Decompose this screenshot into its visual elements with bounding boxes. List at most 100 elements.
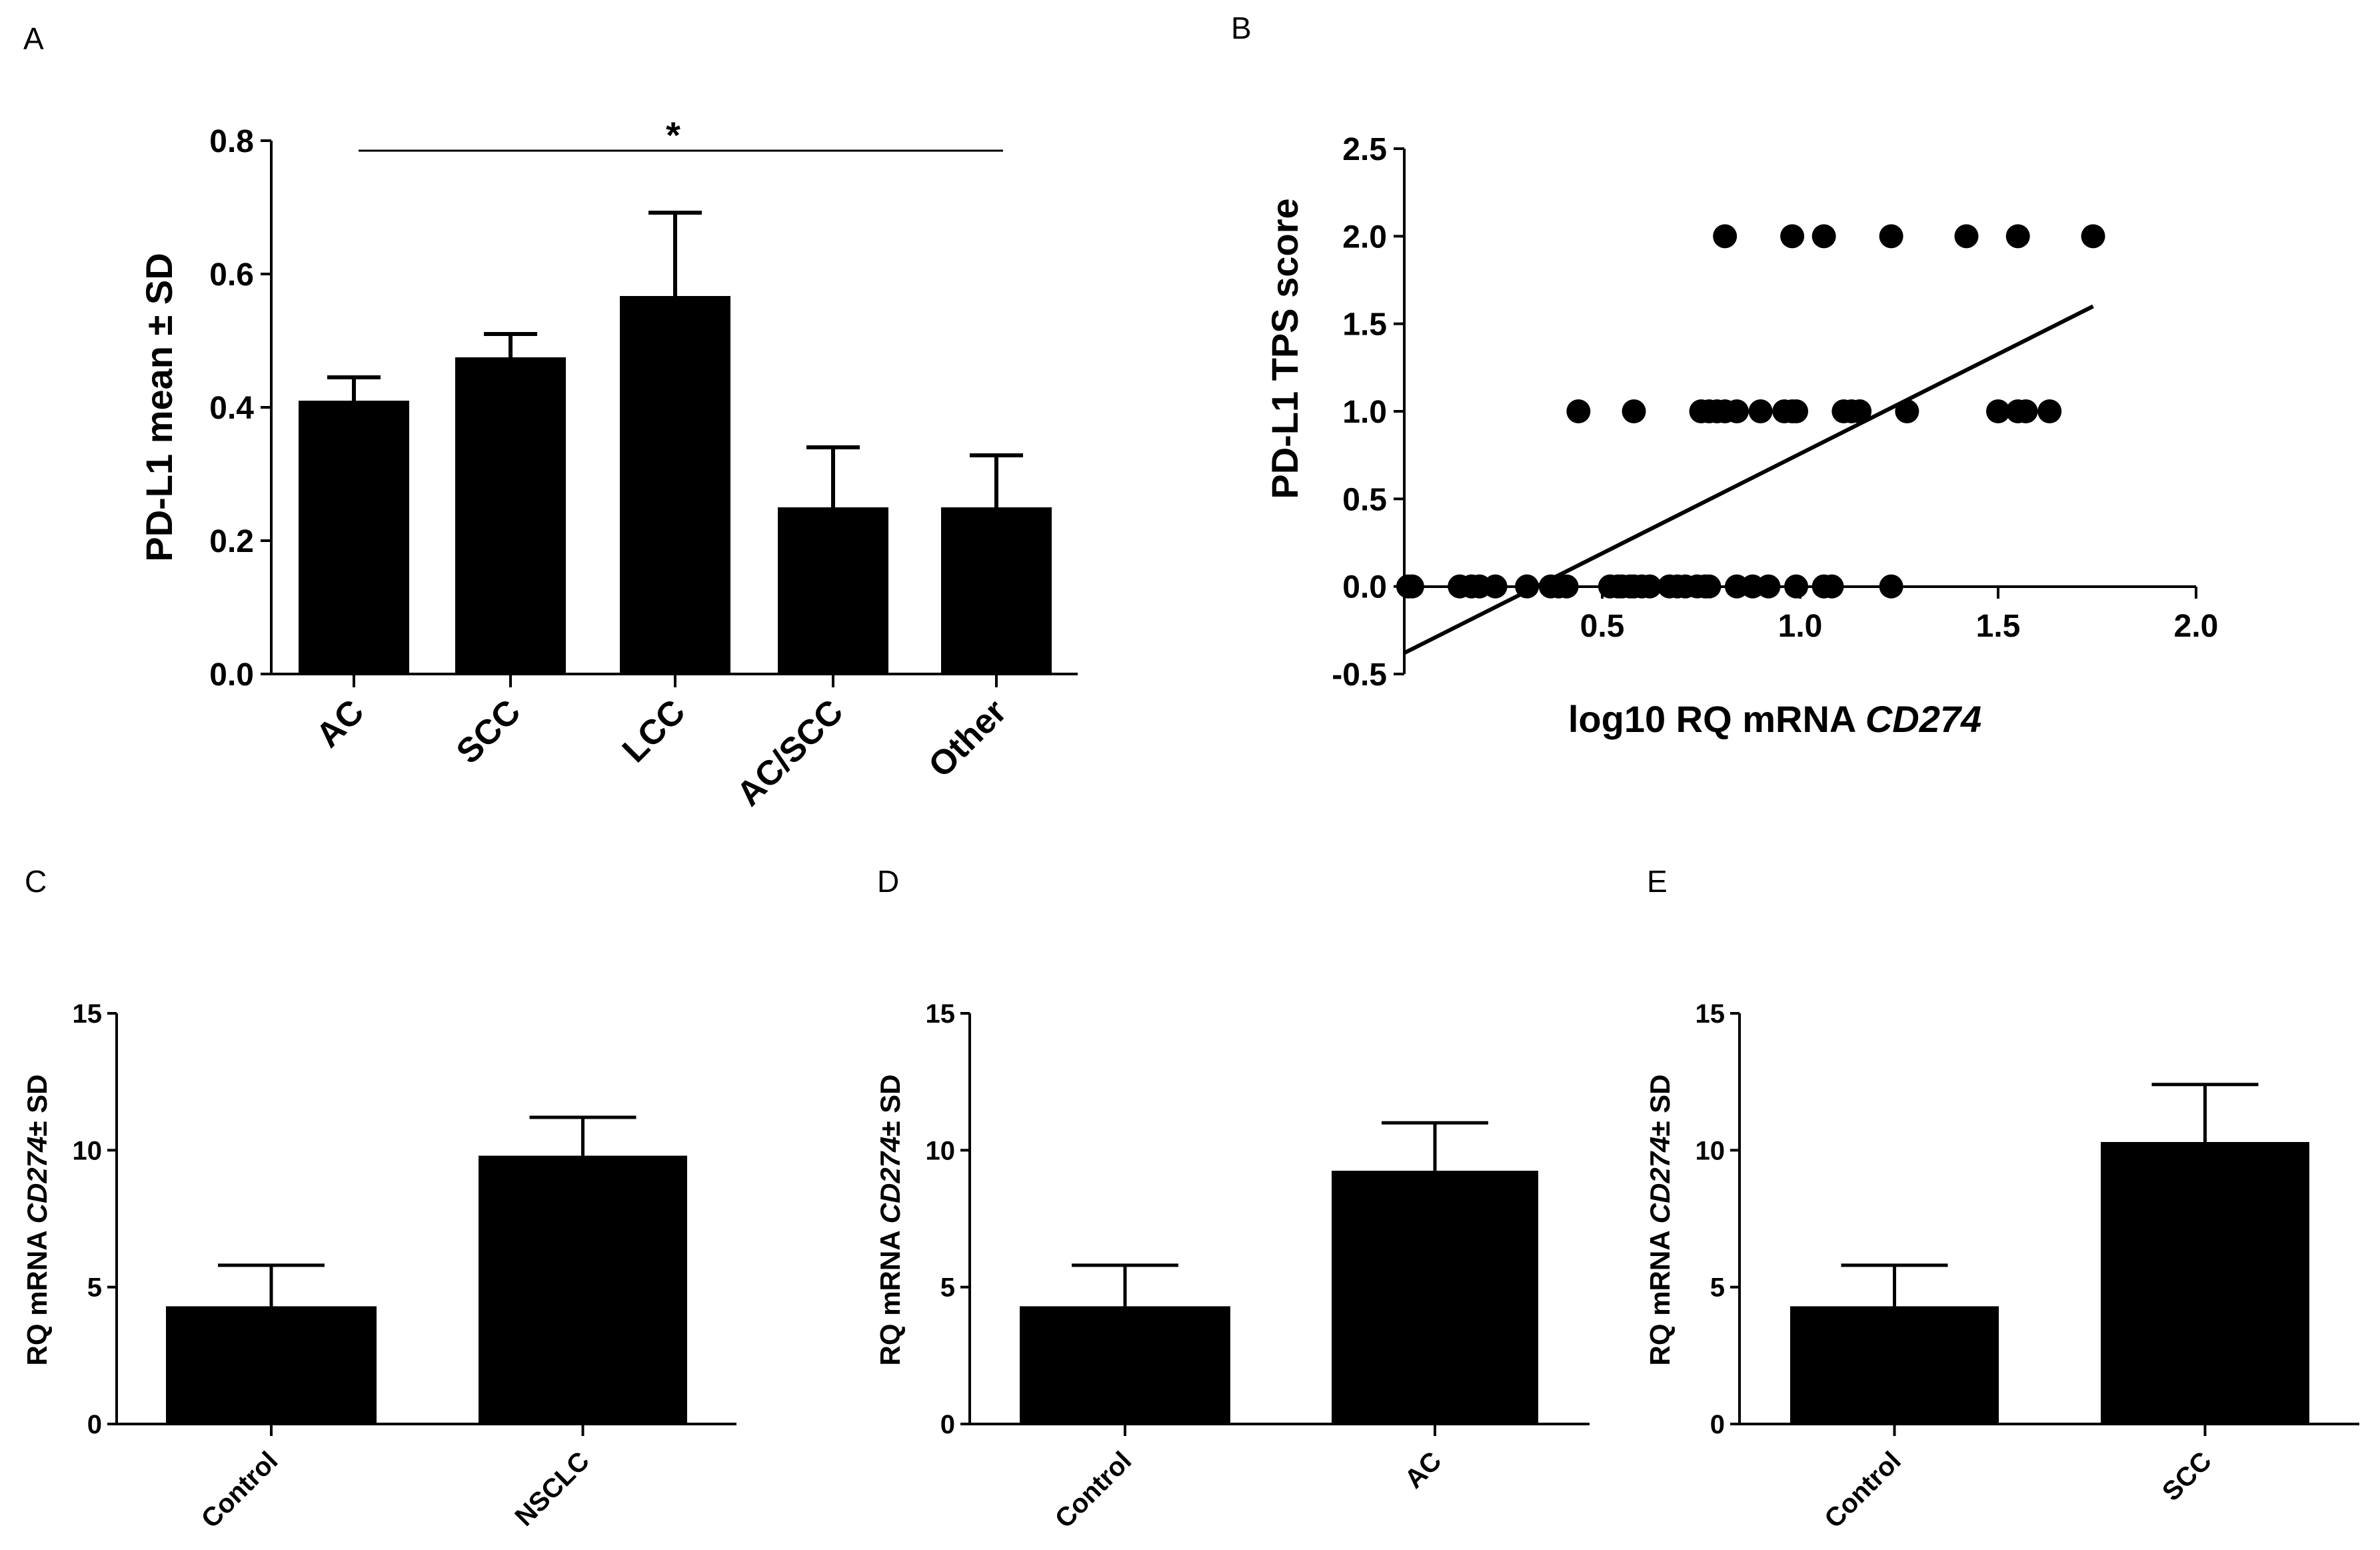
panel-label-a: A: [23, 21, 44, 56]
x-tick-label: 2.0: [2174, 609, 2219, 644]
y-tick-label: 15: [1696, 999, 1726, 1029]
y-tick-label: 5: [940, 1273, 955, 1303]
y-tick-label: 0: [87, 1410, 102, 1439]
data-point: [2037, 399, 2062, 423]
x-category-label: Control: [1050, 1446, 1138, 1534]
y-axis-title: PD-L1 TPS score: [1264, 198, 1306, 499]
x-category-label: Control: [196, 1446, 284, 1534]
data-point: [2005, 224, 2030, 249]
bar-scc: [2101, 1142, 2309, 1424]
x-category-label: Other: [921, 692, 1014, 785]
y-axis-title-suffix: ± SD: [874, 1075, 906, 1137]
data-point: [1895, 399, 1919, 423]
y-axis-title-suffix: ± SD: [21, 1075, 53, 1137]
panel-label-b: B: [1231, 11, 1252, 45]
x-axis-title: log10 RQ mRNA CD274: [1568, 698, 1981, 740]
bar-control: [1020, 1306, 1230, 1424]
y-axis-title-prefix: RQ mRNA: [1644, 1223, 1676, 1365]
panel-c: C 0 5 10 15 Control NSCLC RQ mRNA CD274± SD: [21, 864, 736, 1534]
x-category-label: AC: [1399, 1446, 1447, 1494]
regression-line: [1403, 304, 2094, 655]
y-axis-title-gene: CD274: [874, 1137, 906, 1224]
y-tick-label: 0.0: [1342, 570, 1387, 605]
data-point: [1554, 574, 1579, 599]
x-category-label: SCC: [2157, 1446, 2217, 1507]
y-tick-label: 10: [73, 1136, 103, 1165]
x-axis-title-prefix: log10 RQ mRNA: [1568, 698, 1865, 740]
data-point: [1724, 399, 1749, 423]
data-point: [1713, 224, 1738, 249]
y-tick-label: 10: [926, 1136, 956, 1165]
bar-other: [941, 507, 1052, 674]
data-point: [1515, 574, 1540, 599]
data-point: [1566, 399, 1591, 423]
panel-label-c: C: [25, 864, 47, 899]
panel-b: B -0.5 0.0 0.5 1.0 1.5 2.0 2.5 0.5 1.0 1.5 2.0 log1…: [1231, 11, 2218, 740]
y-tick-label: 0: [1710, 1410, 1725, 1439]
x-category-label: Control: [1819, 1446, 1907, 1534]
data-point: [1748, 399, 1773, 423]
data-point: [2081, 224, 2105, 249]
x-category-label: LCC: [615, 692, 693, 770]
y-tick-label: 15: [73, 999, 103, 1029]
x-tick-label: 0.5: [1580, 609, 1625, 644]
data-point: [1819, 574, 1844, 599]
y-axis-title: RQ mRNA CD274± SD: [874, 1075, 906, 1366]
bar-ac: [1332, 1171, 1538, 1424]
panel-a: A 0.0 0.2 0.4 0.6 0.8 AC SCC LCC AC/SCC Other * PD-…: [23, 21, 1078, 813]
y-axis-title: RQ mRNA CD274± SD: [21, 1075, 53, 1366]
bar-scc: [455, 357, 566, 674]
panel-e: E 0 5 10 15 Control SCC RQ mRNA CD274± SD: [1644, 864, 2359, 1534]
y-tick-label: 0.5: [1342, 482, 1387, 517]
data-point: [1780, 224, 1805, 249]
data-point: [1811, 224, 1836, 249]
panel-label-d: D: [877, 864, 899, 899]
y-axis-title-prefix: RQ mRNA: [21, 1223, 53, 1365]
x-tick-label: 1.5: [1976, 609, 2021, 644]
y-axis-title-gene: CD274: [21, 1137, 53, 1224]
data-point: [2013, 399, 2038, 423]
y-tick-label: 0.0: [209, 657, 254, 693]
data-point: [1697, 574, 1722, 599]
data-point: [1756, 574, 1781, 599]
x-tick-label: 1.0: [1778, 609, 1823, 644]
y-tick-label: 15: [926, 999, 956, 1029]
significance-marker: *: [666, 114, 680, 156]
y-axis-title: PD-L1 mean ± SD: [138, 253, 180, 561]
data-point: [1638, 574, 1662, 599]
x-category-label: SCC: [449, 692, 529, 771]
y-axis-title-gene: CD274: [1644, 1137, 1676, 1224]
y-tick-label: 2.5: [1342, 132, 1387, 167]
y-tick-label: 0.8: [209, 124, 254, 159]
x-category-label: NSCLC: [509, 1446, 595, 1532]
data-point: [1622, 399, 1646, 423]
data-point: [1986, 399, 2010, 423]
bar-control: [166, 1306, 377, 1424]
data-point: [1847, 399, 1872, 423]
x-category-label: AC: [309, 692, 371, 755]
y-tick-label: 0.6: [209, 257, 254, 293]
y-tick-label: 10: [1696, 1136, 1726, 1165]
data-point: [1483, 574, 1508, 599]
y-tick-label: -0.5: [1332, 657, 1387, 693]
y-axis-title-prefix: RQ mRNA: [874, 1223, 906, 1365]
y-tick-label: 0: [940, 1410, 955, 1439]
y-tick-label: 2.0: [1342, 219, 1387, 255]
data-point: [1879, 224, 1903, 249]
y-axis-title-suffix: ± SD: [1644, 1075, 1676, 1137]
y-tick-label: 1.5: [1342, 307, 1387, 343]
data-point: [1879, 574, 1903, 599]
x-category-label: AC/SCC: [730, 692, 851, 813]
bar-ac: [299, 401, 409, 674]
bar-control: [1790, 1306, 1999, 1424]
y-tick-label: 5: [1710, 1273, 1725, 1303]
bar-lcc: [620, 296, 730, 674]
data-point: [1954, 224, 1979, 249]
data-point: [1400, 574, 1424, 599]
y-axis-title: RQ mRNA CD274± SD: [1644, 1075, 1676, 1366]
x-axis-title-gene: CD274: [1865, 698, 1981, 740]
y-tick-label: 0.2: [209, 524, 254, 559]
panel-d: D 0 5 10 15 Control AC RQ mRNA CD274± SD: [874, 864, 1590, 1534]
bar-ac-scc: [778, 507, 888, 674]
